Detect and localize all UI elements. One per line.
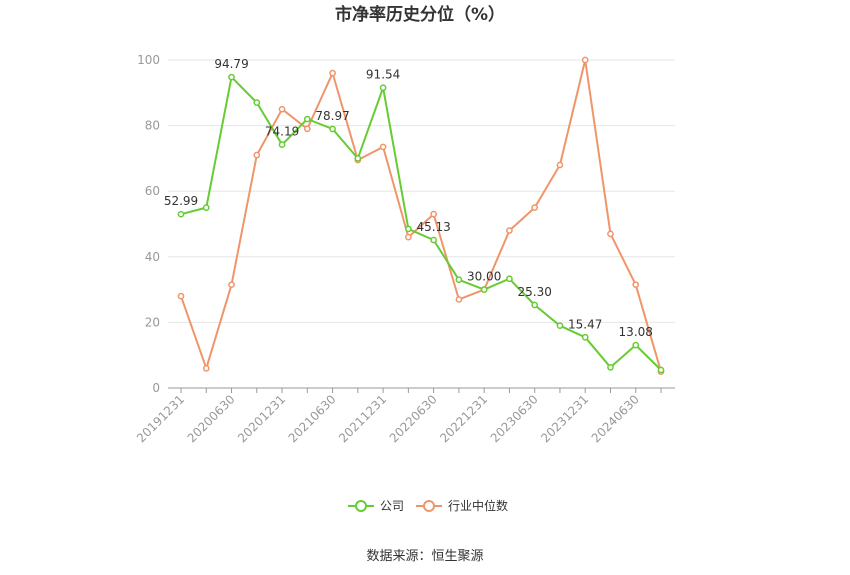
data-label: 30.00 xyxy=(467,270,501,284)
y-tick-label: 80 xyxy=(145,119,160,133)
series-0-point[interactable] xyxy=(632,341,640,349)
series-1-point[interactable] xyxy=(329,69,336,77)
data-label: 91.54 xyxy=(366,68,400,82)
series-0-point[interactable] xyxy=(657,366,665,374)
x-tick-label: 20231231 xyxy=(538,392,591,445)
data-label: 13.08 xyxy=(619,325,653,339)
x-tick-label: 20220630 xyxy=(387,392,440,445)
series-1-point[interactable] xyxy=(177,292,185,300)
data-label: 45.13 xyxy=(416,220,450,234)
series-1-point[interactable] xyxy=(556,161,564,169)
legend-label: 公司 xyxy=(380,499,404,513)
series-1-point[interactable] xyxy=(455,296,463,303)
y-tick-label: 100 xyxy=(137,53,160,67)
data-label: 25.30 xyxy=(518,285,552,299)
y-tick-label: 60 xyxy=(145,184,160,198)
series-1-point[interactable] xyxy=(531,204,539,211)
series-line-0 xyxy=(180,76,662,371)
series-0-point[interactable] xyxy=(228,73,235,81)
series-1-point[interactable] xyxy=(253,151,261,159)
series-0-point[interactable] xyxy=(177,210,185,218)
series-1-point[interactable] xyxy=(405,233,412,241)
series-0-point[interactable] xyxy=(430,236,437,244)
y-tick-label: 20 xyxy=(145,315,160,329)
source-note: 数据来源：恒生聚源 xyxy=(366,549,483,564)
x-tick-label: 20191231 xyxy=(134,392,187,445)
legend-label: 行业中位数 xyxy=(448,498,508,513)
grid-layer xyxy=(168,59,675,323)
series-1-point[interactable] xyxy=(202,364,210,372)
data-label: 78.97 xyxy=(315,109,349,123)
series-0-point[interactable] xyxy=(329,125,336,133)
series-1-point[interactable] xyxy=(430,210,437,218)
series-0-point[interactable] xyxy=(405,225,412,233)
legend-item-0[interactable]: 公司 xyxy=(348,499,404,513)
series-line-1 xyxy=(180,59,662,372)
series-0-point[interactable] xyxy=(556,322,564,330)
series-1-point[interactable] xyxy=(632,281,640,289)
series-0-point[interactable] xyxy=(379,84,387,92)
series-0-point[interactable] xyxy=(455,276,463,284)
axis-layer: 0204060801002019123120200630202012312021… xyxy=(134,53,675,445)
series-1-point[interactable] xyxy=(379,143,387,151)
x-tick-label: 20200630 xyxy=(185,392,238,445)
chart-title: 市净率历史分位（%） xyxy=(335,4,505,25)
series-0-point[interactable] xyxy=(506,275,513,283)
series-1-point[interactable] xyxy=(228,281,235,289)
y-tick-label: 40 xyxy=(145,250,160,264)
x-tick-label: 20210630 xyxy=(286,392,339,445)
data-label: 15.47 xyxy=(568,317,602,331)
series-1-point[interactable] xyxy=(607,230,614,238)
data-label: 74.19 xyxy=(265,125,299,139)
series-0-point[interactable] xyxy=(253,99,261,106)
series-0-point[interactable] xyxy=(354,155,362,162)
x-tick-label: 20211231 xyxy=(336,392,389,445)
x-tick-label: 20201231 xyxy=(235,392,288,445)
legend-swatch-marker xyxy=(355,500,367,512)
series-0-point[interactable] xyxy=(531,301,539,309)
series-0-point[interactable] xyxy=(278,141,286,149)
series-0-point[interactable] xyxy=(607,363,614,371)
legend[interactable]: 公司 行业中位数 xyxy=(348,498,508,513)
data-label: 52.99 xyxy=(164,194,198,208)
data-label-layer: 52.99 94.79 74.19 78.97 91.54 45.13 30.00 25.30… xyxy=(164,57,653,339)
series-layer xyxy=(177,56,665,375)
y-tick-label: 0 xyxy=(152,381,160,395)
series-1-point[interactable] xyxy=(278,105,286,113)
series-1-point[interactable] xyxy=(303,125,311,133)
series-1-point[interactable] xyxy=(581,56,589,64)
series-1-point[interactable] xyxy=(506,227,513,234)
data-label: 94.79 xyxy=(214,57,248,71)
legend-swatch-marker xyxy=(423,500,435,512)
x-tick-label: 20240630 xyxy=(589,392,642,445)
series-0-point[interactable] xyxy=(202,204,210,211)
series-0-point[interactable] xyxy=(581,333,589,341)
legend-item-1[interactable]: 行业中位数 xyxy=(416,498,508,513)
series-0-point[interactable] xyxy=(303,115,311,123)
x-tick-label: 20230630 xyxy=(488,392,541,445)
series-0-point[interactable] xyxy=(480,286,488,293)
x-tick-label: 20221231 xyxy=(437,392,490,445)
